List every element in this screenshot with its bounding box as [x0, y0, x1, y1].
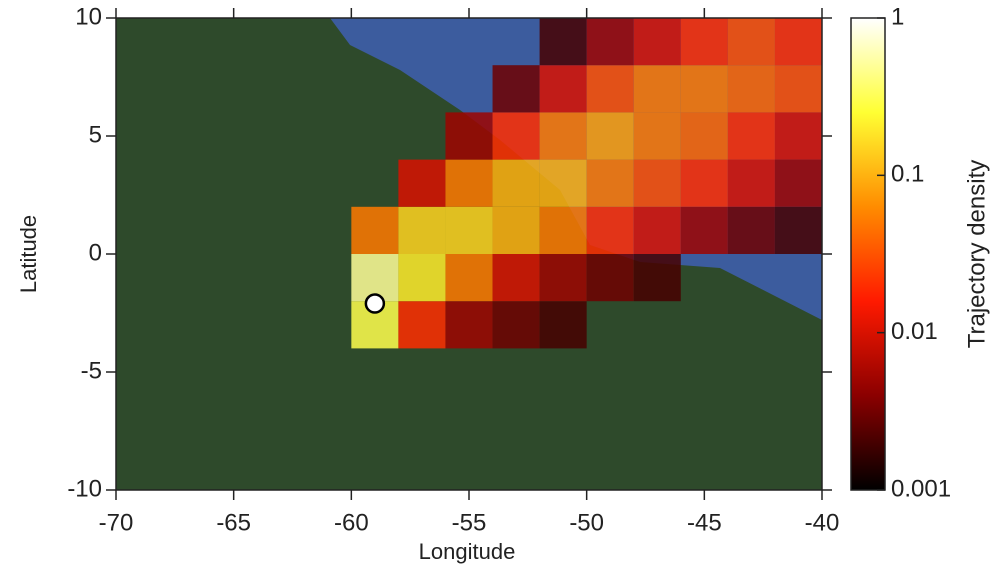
density-cell [774, 112, 822, 160]
density-cell [774, 159, 822, 207]
y-tick-label: 10 [75, 3, 102, 30]
density-cell [398, 301, 446, 349]
density-cell [445, 159, 493, 207]
density-cell [633, 18, 681, 66]
density-cell [633, 206, 681, 254]
density-cell [492, 206, 540, 254]
density-cell [398, 159, 446, 207]
density-cell [586, 18, 634, 66]
density-cell [727, 112, 775, 160]
density-cell [727, 65, 775, 113]
colorbar-tick-label: 1 [891, 3, 904, 30]
density-cell [586, 65, 634, 113]
density-cell [492, 301, 540, 349]
density-cell [680, 65, 728, 113]
density-cell [774, 206, 822, 254]
density-cell [586, 112, 634, 160]
density-cell [539, 254, 587, 302]
x-tick-label: -65 [216, 509, 251, 536]
density-cell [586, 254, 634, 302]
density-cell [727, 206, 775, 254]
density-cell [633, 254, 681, 302]
density-cell [445, 206, 493, 254]
x-tick-label: -55 [452, 509, 487, 536]
x-tick-label: -45 [687, 509, 722, 536]
x-tick-label: -50 [569, 509, 604, 536]
density-cell [492, 254, 540, 302]
density-cell [398, 206, 446, 254]
colorbar [850, 17, 886, 491]
density-cell [445, 254, 493, 302]
density-cell [727, 18, 775, 66]
colorbar-tick-label: 0.001 [891, 475, 951, 502]
density-cell [445, 301, 493, 349]
density-cell [539, 65, 587, 113]
colorbar-tick-label: 0.01 [891, 318, 938, 345]
x-tick-label: -40 [805, 509, 840, 536]
colorbar-tick-label: 0.1 [891, 161, 924, 188]
density-cell [539, 18, 587, 66]
density-cell [445, 112, 493, 160]
density-cell [492, 65, 540, 113]
density-cell [774, 65, 822, 113]
density-cell [539, 206, 587, 254]
density-cell [586, 159, 634, 207]
density-cell [633, 112, 681, 160]
density-cell [680, 206, 728, 254]
y-tick-label: 0 [89, 239, 102, 266]
density-cell [398, 254, 446, 302]
y-tick-label: 5 [89, 121, 102, 148]
density-cell [351, 206, 399, 254]
x-tick-label: -70 [99, 509, 134, 536]
density-cell [492, 159, 540, 207]
density-cell [774, 18, 822, 66]
density-cell [586, 206, 634, 254]
colorbar-label: Trajectory density [963, 160, 990, 349]
density-cell [680, 159, 728, 207]
density-cell [492, 112, 540, 160]
density-cell [633, 65, 681, 113]
density-cell [539, 301, 587, 349]
y-tick-label: -5 [81, 357, 102, 384]
density-cell [680, 18, 728, 66]
density-cell [539, 112, 587, 160]
release-point [364, 293, 386, 314]
density-cell [727, 159, 775, 207]
x-tick-label: -60 [334, 509, 369, 536]
density-cell [633, 159, 681, 207]
density-cell [539, 159, 587, 207]
density-cell [680, 112, 728, 160]
y-tick-label: -10 [67, 475, 102, 502]
x-axis-label: Longitude [419, 539, 516, 564]
y-axis-label: Latitude [16, 215, 41, 293]
